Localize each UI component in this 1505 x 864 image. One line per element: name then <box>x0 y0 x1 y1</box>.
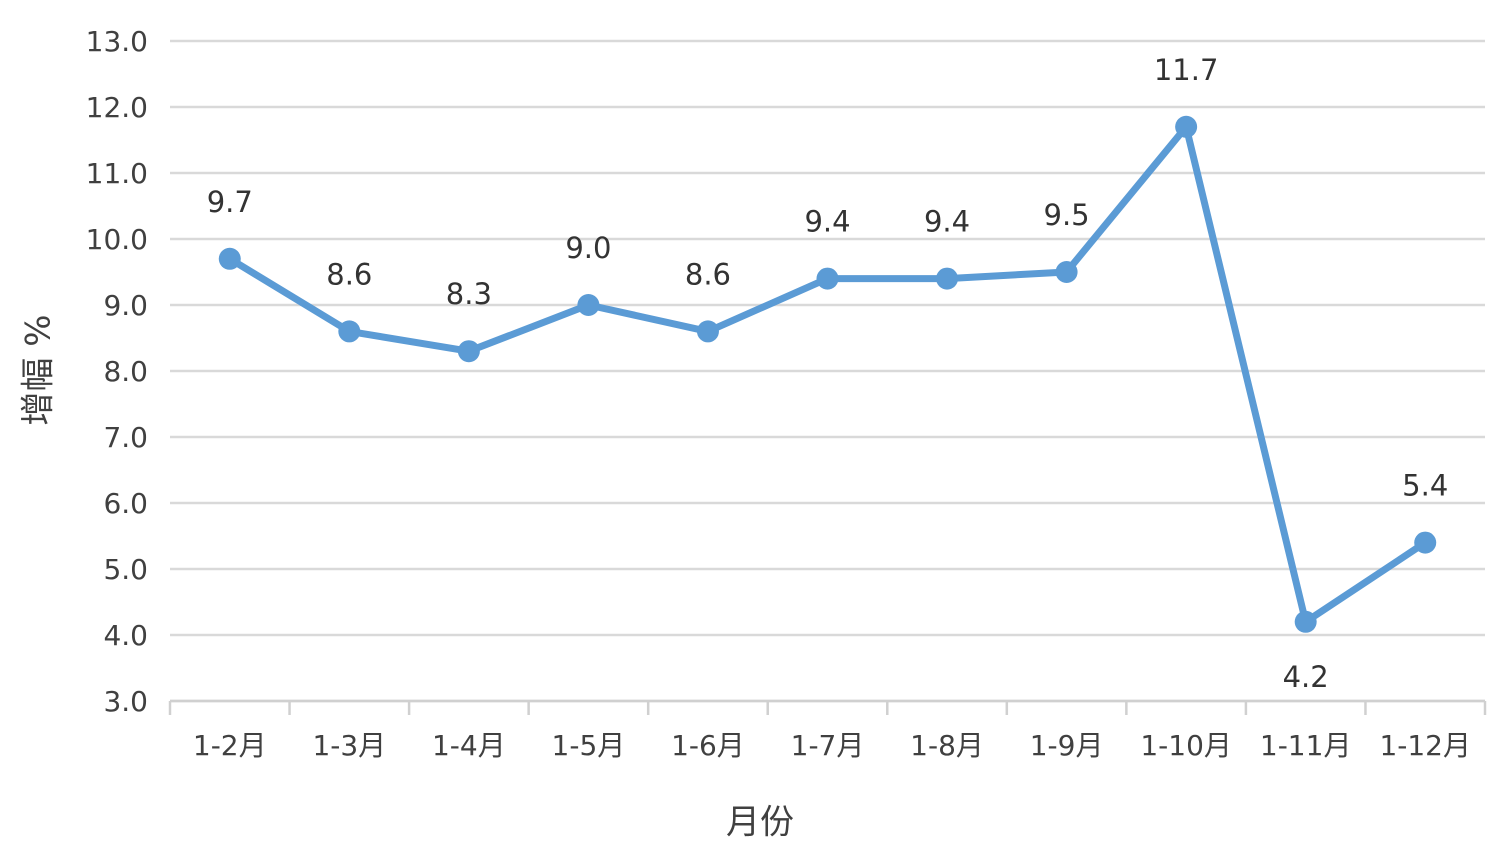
y-tick-label: 13.0 <box>86 25 148 58</box>
data-label: 9.5 <box>1044 198 1090 232</box>
data-label: 9.7 <box>207 185 253 219</box>
data-label: 9.4 <box>924 205 970 239</box>
y-tick-label: 8.0 <box>103 355 148 388</box>
x-tick-label: 1-8月 <box>910 729 984 762</box>
y-axis-title: 增幅 % <box>19 314 59 425</box>
x-tick-label: 1-7月 <box>791 729 865 762</box>
marker <box>1294 610 1317 633</box>
x-tick-label: 1-4月 <box>432 729 506 762</box>
marker <box>936 267 959 290</box>
marker <box>1175 115 1198 138</box>
marker <box>338 320 361 343</box>
y-tick-label: 11.0 <box>86 157 148 190</box>
y-tick-label: 7.0 <box>103 421 148 454</box>
y-tick-label: 10.0 <box>86 223 148 256</box>
marker <box>816 267 839 290</box>
x-tick-label: 1-3月 <box>312 729 386 762</box>
x-tick-label: 1-6月 <box>671 729 745 762</box>
y-tick-label: 5.0 <box>103 553 148 586</box>
data-label: 9.0 <box>565 231 611 265</box>
data-label: 11.7 <box>1154 53 1219 87</box>
data-label: 5.4 <box>1402 469 1448 503</box>
x-tick-label: 1-9月 <box>1030 729 1104 762</box>
line <box>227 123 1428 626</box>
data-label: 9.4 <box>804 205 850 239</box>
x-tick-label: 1-5月 <box>552 729 626 762</box>
y-tick-label: 3.0 <box>103 685 148 718</box>
y-tick-label: 6.0 <box>103 487 148 520</box>
marker <box>457 340 480 363</box>
data-label: 8.6 <box>326 257 372 291</box>
y-tick-label: 4.0 <box>103 619 148 652</box>
x-tick-label: 1-12月 <box>1379 729 1471 762</box>
marker <box>577 294 600 316</box>
data-label: 8.6 <box>685 257 731 291</box>
data-label: 4.2 <box>1283 660 1329 694</box>
y-tick-label: 12.0 <box>86 91 148 124</box>
x-tick-label: 1-11月 <box>1260 729 1352 762</box>
data-label: 8.3 <box>446 277 492 311</box>
x-tick-label: 1-2月 <box>193 729 267 762</box>
marker <box>1414 531 1437 554</box>
y-tick-label: 9.0 <box>103 289 148 322</box>
marker <box>218 247 241 270</box>
x-axis-title: 月份 <box>726 803 794 843</box>
x-tick-label: 1-10月 <box>1140 729 1232 762</box>
marker <box>1055 261 1078 283</box>
marker <box>696 320 719 343</box>
